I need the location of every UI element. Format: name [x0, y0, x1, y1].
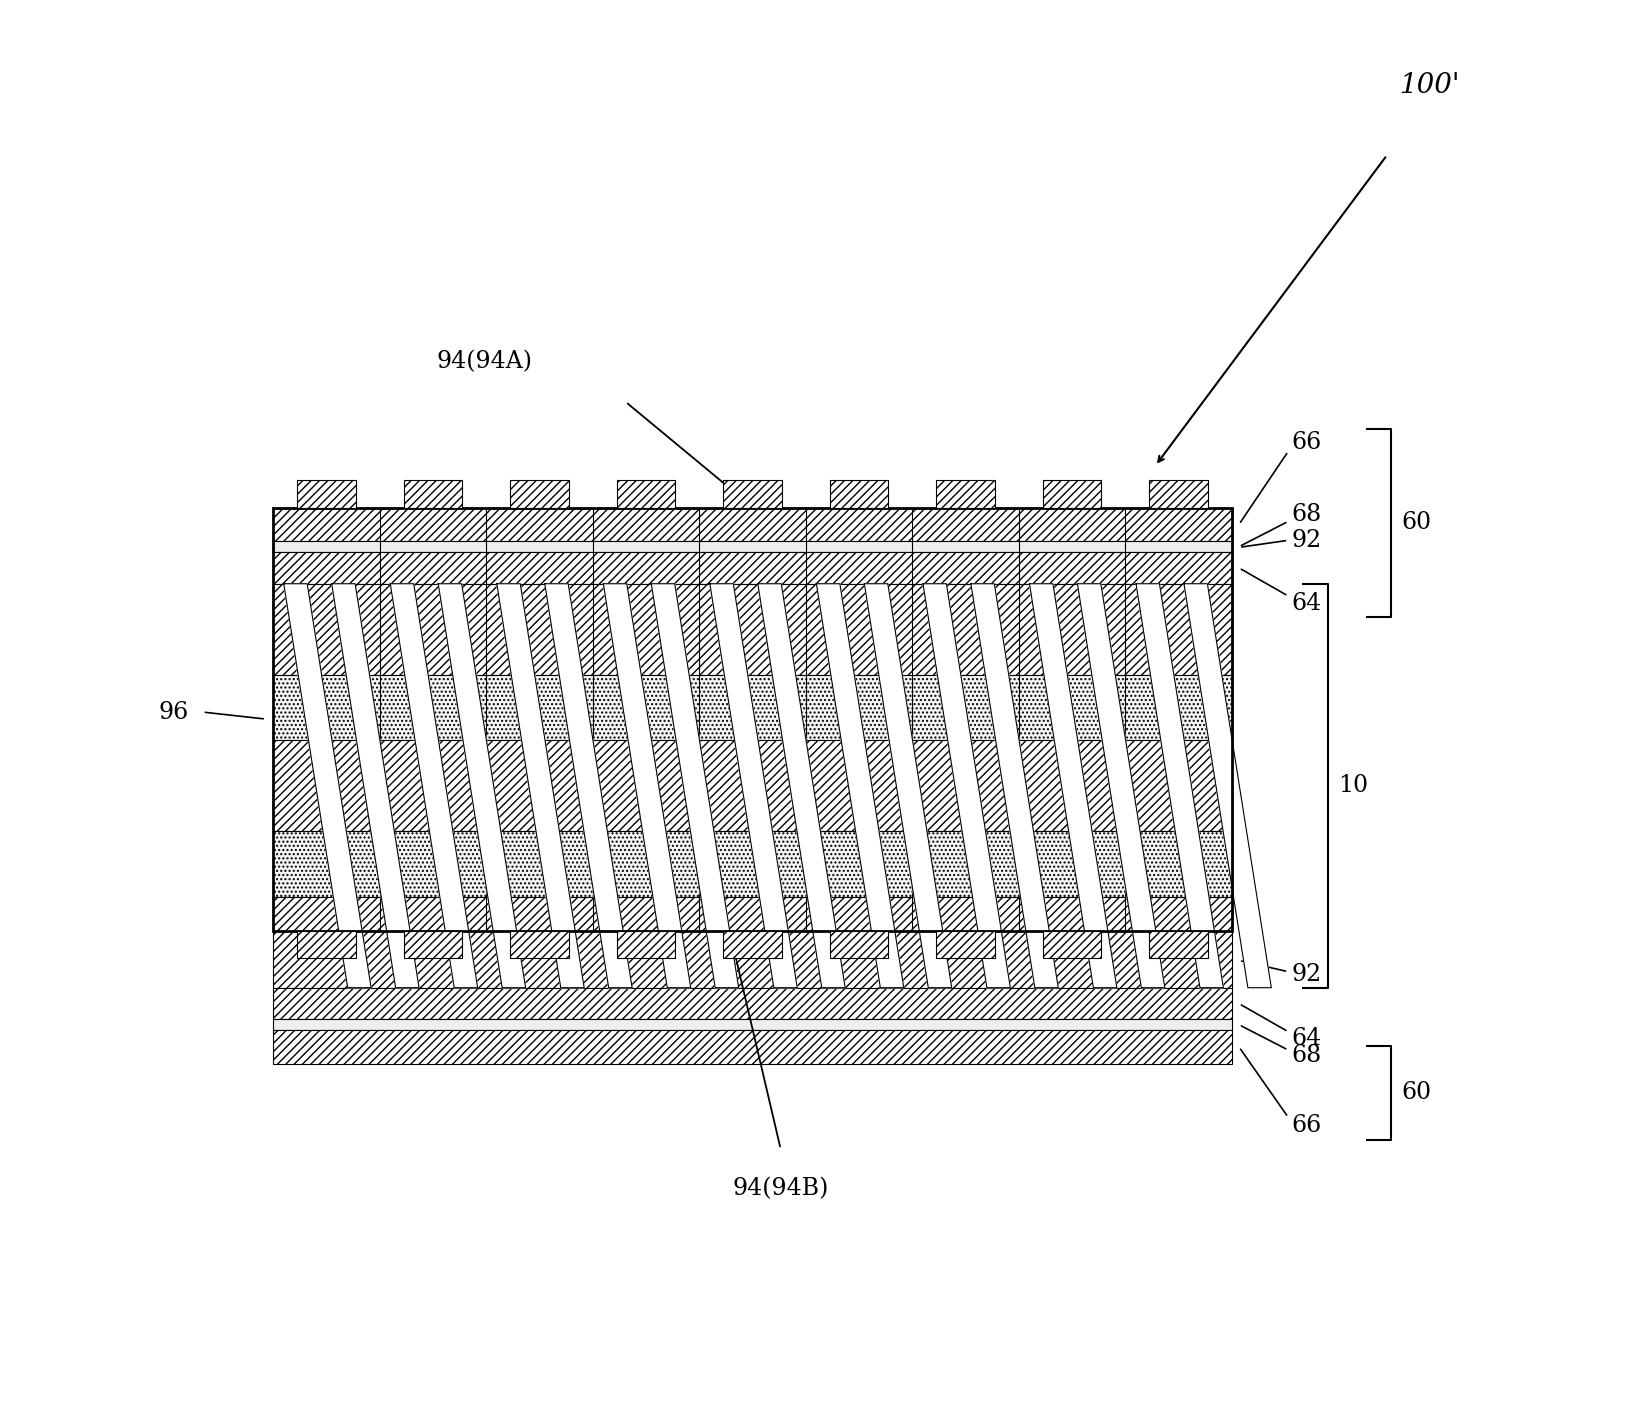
Bar	[296, 931, 356, 959]
Bar	[1044, 931, 1101, 959]
Text: 66: 66	[1290, 431, 1322, 454]
Polygon shape	[1029, 584, 1118, 987]
Bar	[723, 931, 782, 959]
Polygon shape	[438, 584, 525, 987]
Bar	[273, 541, 1231, 551]
Text: 60: 60	[1401, 1081, 1432, 1104]
Polygon shape	[864, 584, 951, 987]
Text: 68: 68	[1290, 1045, 1322, 1067]
Polygon shape	[971, 584, 1058, 987]
Bar	[510, 479, 570, 508]
Polygon shape	[604, 584, 691, 987]
Bar	[1149, 479, 1208, 508]
Bar	[273, 740, 1231, 830]
Bar	[273, 830, 1231, 897]
Bar	[617, 931, 675, 959]
Text: 10: 10	[1338, 774, 1368, 797]
Text: 96: 96	[158, 701, 189, 723]
Polygon shape	[652, 584, 739, 987]
Bar	[273, 674, 1231, 740]
Text: 64: 64	[1290, 592, 1322, 615]
Polygon shape	[1078, 584, 1165, 987]
Text: 92: 92	[1290, 529, 1322, 551]
Bar	[403, 479, 463, 508]
Bar	[1044, 479, 1101, 508]
Bar	[830, 479, 889, 508]
Bar	[1149, 931, 1208, 959]
Text: 64: 64	[1290, 1028, 1322, 1050]
Polygon shape	[497, 584, 584, 987]
Text: 100': 100'	[1399, 72, 1460, 99]
Bar	[273, 897, 1231, 987]
Polygon shape	[390, 584, 477, 987]
Polygon shape	[757, 584, 844, 987]
Bar	[273, 508, 1231, 541]
Bar	[510, 931, 570, 959]
Bar	[273, 584, 1231, 674]
Text: 92: 92	[1290, 963, 1322, 986]
Text: 94(94A): 94(94A)	[436, 351, 533, 374]
Polygon shape	[816, 584, 904, 987]
Text: 94(94B): 94(94B)	[732, 1177, 830, 1200]
Polygon shape	[709, 584, 797, 987]
Bar	[723, 479, 782, 508]
Polygon shape	[1183, 584, 1271, 987]
Bar	[273, 1029, 1231, 1063]
Bar	[403, 931, 463, 959]
Polygon shape	[545, 584, 632, 987]
Bar	[296, 479, 356, 508]
Text: 66: 66	[1290, 1114, 1322, 1138]
Text: 68: 68	[1290, 503, 1322, 526]
Bar	[830, 931, 889, 959]
Bar	[273, 1019, 1231, 1029]
Bar	[273, 508, 1231, 931]
Text: 60: 60	[1401, 512, 1432, 534]
Bar	[937, 479, 994, 508]
Polygon shape	[332, 584, 420, 987]
Polygon shape	[283, 584, 370, 987]
Polygon shape	[1136, 584, 1223, 987]
Polygon shape	[923, 584, 1011, 987]
Bar	[937, 931, 994, 959]
Bar	[273, 551, 1231, 584]
Bar	[273, 987, 1231, 1019]
Bar	[617, 479, 675, 508]
